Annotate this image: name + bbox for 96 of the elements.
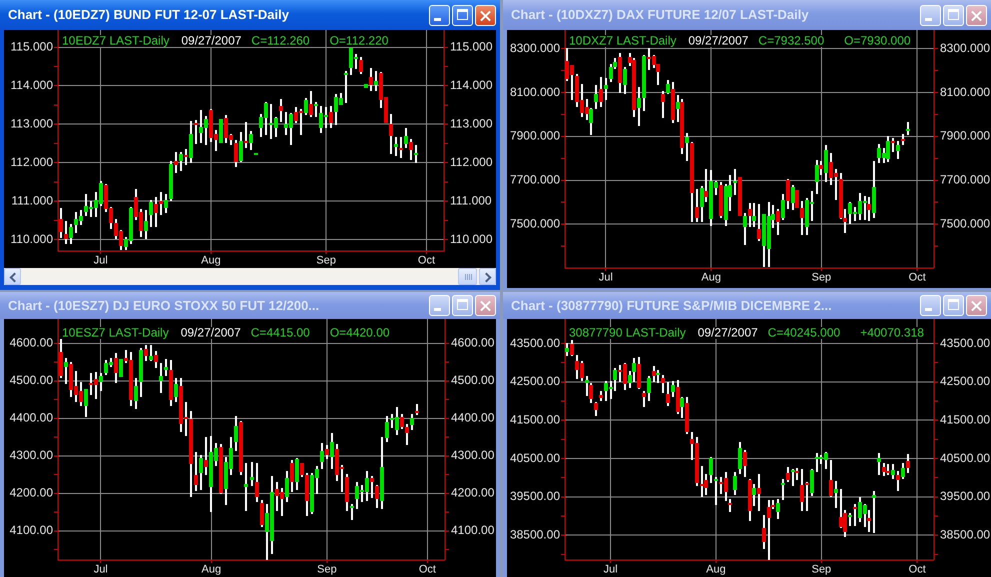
y2-tick-label: 38500.00 xyxy=(940,527,990,542)
x-tick-label: Sep xyxy=(317,564,337,576)
chart-title: Chart - (10EDZ7) BUND FUT 12-07 LAST-Daily xyxy=(8,6,289,24)
x-tick-label: Jul xyxy=(598,272,613,284)
annotation: 09/27/2007 xyxy=(181,33,242,48)
x-tick-label: Oct xyxy=(908,272,926,284)
candlestick xyxy=(399,137,403,158)
candlestick xyxy=(244,463,248,511)
y-tick-label: 110.000 xyxy=(10,232,54,246)
x-tick-label: Aug xyxy=(201,254,221,267)
chart-title: Chart - (30877790) FUTURE S&P/MIB DICEMBRE 2... xyxy=(511,297,832,315)
annotation: 10DXZ7 LAST-Daily xyxy=(569,33,676,48)
chart-title: Chart - (10ESZ7) DJ EURO STOXX 50 FUT 12/200... xyxy=(8,297,320,315)
x-tick-label: Jul xyxy=(94,254,108,267)
candlestick xyxy=(194,120,198,144)
y2-tick-label: 41500.00 xyxy=(940,412,990,426)
y2-tick-label: 4500.00 xyxy=(451,373,495,388)
y-tick-label: 7500.000 xyxy=(510,216,560,230)
y-tick-label: 112.000 xyxy=(10,154,54,169)
y-tick-label: 4500.00 xyxy=(10,373,54,388)
y-tick-label: 40500.00 xyxy=(510,450,560,465)
x-tick-label: Aug xyxy=(706,564,726,576)
y-tick-label: 111.000 xyxy=(11,193,54,208)
y-tick-label: 42500.00 xyxy=(510,374,560,388)
annotation: 10EDZ7 LAST-Daily xyxy=(62,33,170,48)
chart-title: Chart - (10DXZ7) DAX FUTURE 12/07 LAST-Daily xyxy=(511,6,809,24)
y-tick-label: 4600.00 xyxy=(10,336,54,350)
y-tick-label: 114.000 xyxy=(10,78,54,92)
y2-tick-label: 111.000 xyxy=(450,193,492,208)
y2-tick-label: 4100.00 xyxy=(451,523,495,538)
annotation: C=4415.00 xyxy=(250,325,310,340)
y2-tick-label: 43500.00 xyxy=(940,336,990,350)
annotation: C=112.260 xyxy=(251,33,310,48)
y2-tick-label: 7900.000 xyxy=(940,128,990,143)
y-tick-label: 113.000 xyxy=(10,116,54,130)
y2-tick-label: 4600.00 xyxy=(451,336,495,350)
x-tick-label: Jul xyxy=(603,564,618,576)
x-tick-label: Oct xyxy=(418,254,436,267)
x-tick-label: Aug xyxy=(701,272,721,284)
candlestick xyxy=(733,169,737,195)
y2-tick-label: 7500.000 xyxy=(940,216,990,230)
y2-tick-label: 8300.000 xyxy=(940,40,990,55)
candlestick xyxy=(714,477,718,505)
candlestick xyxy=(795,190,799,208)
y-tick-label: 38500.00 xyxy=(510,527,560,542)
y-tick-label: 4200.00 xyxy=(10,486,54,500)
x-tick-label: Sep xyxy=(812,272,832,284)
y-tick-label: 8100.000 xyxy=(510,84,560,99)
annotation: 09/27/2007 xyxy=(688,33,749,48)
x-tick-label: Aug xyxy=(202,564,222,576)
annotation: O=112.220 xyxy=(330,33,389,48)
candlestick xyxy=(700,466,704,497)
y2-tick-label: 114.000 xyxy=(450,78,493,92)
y-tick-label: 8300.000 xyxy=(510,40,560,55)
x-tick-label: Oct xyxy=(908,564,926,576)
candlestick xyxy=(781,479,785,500)
y-tick-label: 4400.00 xyxy=(10,410,54,425)
y2-tick-label: 8100.000 xyxy=(940,84,990,99)
candlestick xyxy=(853,504,857,526)
y2-tick-label: 42500.00 xyxy=(940,374,990,388)
y2-tick-label: 4300.00 xyxy=(451,448,495,462)
annotation: 10ESZ7 LAST-Daily xyxy=(62,325,169,340)
x-tick-label: Jul xyxy=(94,564,108,576)
x-tick-label: Sep xyxy=(316,254,336,267)
annotation: C=7932.500 xyxy=(758,33,824,48)
annotation: O=4420.00 xyxy=(330,325,390,340)
y-tick-label: 7700.000 xyxy=(510,172,560,187)
y-tick-label: 115.000 xyxy=(10,40,54,54)
annotation: C=40245.000 xyxy=(768,325,841,340)
candlestick xyxy=(872,491,876,533)
y2-tick-label: 113.000 xyxy=(450,116,493,130)
y-tick-label: 41500.00 xyxy=(510,412,560,426)
y-tick-label: 43500.00 xyxy=(510,336,560,350)
y2-tick-label: 7700.000 xyxy=(940,172,990,187)
y2-tick-label: 4400.00 xyxy=(451,410,495,425)
annotation: 30877790 LAST-Daily xyxy=(569,325,686,340)
candlestick xyxy=(344,71,348,103)
y-tick-label: 4100.00 xyxy=(10,523,54,538)
y-tick-label: 7900.000 xyxy=(510,128,560,143)
annotation: O=7930.000 xyxy=(844,33,911,48)
y2-tick-label: 39500.00 xyxy=(940,489,990,504)
y2-tick-label: 4200.00 xyxy=(451,486,495,500)
y-tick-label: 39500.00 xyxy=(510,489,560,504)
y2-tick-label: 110.000 xyxy=(450,232,493,246)
y-tick-label: 4300.00 xyxy=(10,448,54,462)
candlestick xyxy=(805,482,809,511)
x-tick-label: Oct xyxy=(418,564,436,576)
y2-tick-label: 112.000 xyxy=(450,154,493,169)
y2-tick-label: 115.000 xyxy=(450,40,493,54)
x-tick-label: Sep xyxy=(812,564,832,576)
annotation: 09/27/2007 xyxy=(698,325,758,340)
candlestick xyxy=(364,84,368,88)
candlestick xyxy=(244,122,248,148)
y2-tick-label: 40500.00 xyxy=(940,450,990,465)
annotation: 09/27/2007 xyxy=(180,325,242,340)
annotation: +40070.318 xyxy=(860,325,924,340)
